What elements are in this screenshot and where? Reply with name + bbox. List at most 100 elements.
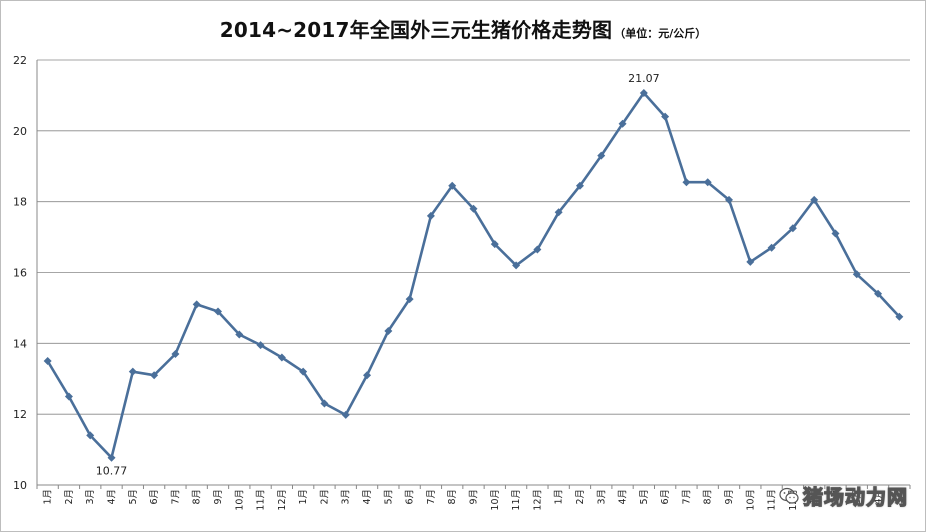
series-layer <box>43 88 904 462</box>
x-tick-label: 8月 <box>703 489 714 505</box>
data-point <box>703 178 712 187</box>
data-point <box>256 341 265 350</box>
x-tick-label: 9月 <box>724 489 735 505</box>
x-tick-label: 3月 <box>85 489 96 505</box>
y-tick-label: 12 <box>13 408 27 421</box>
data-point <box>299 367 308 376</box>
x-tick-label: 8月 <box>447 489 458 505</box>
data-point <box>618 119 627 128</box>
x-tick-label: 6月 <box>149 489 160 505</box>
data-point <box>107 453 116 462</box>
x-tick-label: 3月 <box>852 489 863 505</box>
data-point <box>639 88 648 97</box>
x-tick-label: 4月 <box>362 489 373 505</box>
data-point <box>554 208 563 217</box>
data-point <box>341 410 350 419</box>
y-tick-label: 16 <box>13 267 27 280</box>
data-point <box>895 312 904 321</box>
x-tick-label: 2月 <box>319 489 330 505</box>
y-tick-label: 10 <box>13 479 27 492</box>
x-tick-label: 9月 <box>213 489 224 505</box>
chart-title-main: 2014~2017年全国外三元生猪价格走势图 <box>219 18 613 42</box>
data-point <box>490 240 499 249</box>
data-point <box>86 431 95 440</box>
wechat-icon <box>779 487 799 504</box>
data-point <box>235 330 244 339</box>
x-tick-label: 7月 <box>681 489 692 505</box>
chart-title: 2014~2017年全国外三元生猪价格走势图 （单位：元/公斤） <box>0 14 926 43</box>
x-tick-label: 10月 <box>490 489 501 511</box>
data-point <box>831 229 840 238</box>
data-point <box>575 181 584 190</box>
data-point <box>384 326 393 335</box>
x-tick-label: 10月 <box>745 489 756 511</box>
x-tick-label: 4月 <box>873 489 884 505</box>
x-tick-label: 1月 <box>298 489 309 505</box>
data-point <box>128 367 137 376</box>
data-point <box>469 204 478 213</box>
y-tick-label: 14 <box>13 337 27 350</box>
x-tick-label: 3月 <box>341 489 352 505</box>
data-point <box>426 211 435 220</box>
data-point <box>64 392 73 401</box>
data-point <box>661 112 670 121</box>
x-tick-label: 4月 <box>618 489 629 505</box>
data-point <box>597 151 606 160</box>
data-point <box>852 270 861 279</box>
data-point <box>746 257 755 266</box>
data-point <box>810 195 819 204</box>
watermark: 猪场动力网 <box>779 481 908 510</box>
x-tick-label: 3月 <box>596 489 607 505</box>
x-tick-label: 7月 <box>170 489 181 505</box>
data-point <box>788 224 797 233</box>
data-point <box>405 295 414 304</box>
series-line <box>46 91 901 460</box>
data-point <box>320 399 329 408</box>
x-tick-label: 11月 <box>511 489 522 511</box>
x-tick-label: 5月 <box>383 489 394 505</box>
x-tick-label: 1月 <box>809 489 820 505</box>
data-point <box>43 357 52 366</box>
data-point <box>277 353 286 362</box>
watermark-text: 猪场动力网 <box>802 484 908 509</box>
data-point <box>725 195 734 204</box>
x-tick-label: 8月 <box>192 489 203 505</box>
x-tick-label: 2月 <box>64 489 75 505</box>
data-point <box>150 371 159 380</box>
x-tick-label: 2月 <box>575 489 586 505</box>
y-tick-label: 20 <box>13 125 27 138</box>
x-tick-label: 1月 <box>43 489 54 505</box>
data-point <box>448 181 457 190</box>
x-tick-label: 7月 <box>426 489 437 505</box>
x-tick-label: 5月 <box>128 489 139 505</box>
data-point <box>533 245 542 254</box>
data-point <box>767 243 776 252</box>
label-layer: 10.77 21.07 <box>96 72 660 478</box>
data-label: 10.77 <box>96 465 128 478</box>
data-point <box>682 178 691 187</box>
x-tick-label: 5月 <box>894 489 905 505</box>
y-tick-label: 22 <box>13 54 27 67</box>
x-tick-label: 10月 <box>234 489 245 511</box>
axis-layer: 10 12 14 16 18 20 22 1月 2月 3月 4月 5月 6月 7月 8月 9月 10月 11月 12… <box>13 54 911 511</box>
data-label: 21.07 <box>628 72 660 85</box>
x-tick-label: 1月 <box>554 489 565 505</box>
x-tick-label: 6月 <box>660 489 671 505</box>
data-point <box>512 261 521 270</box>
y-tick-label: 18 <box>13 196 27 209</box>
data-point <box>874 289 883 298</box>
chart-title-unit: （单位：元/公斤） <box>614 27 707 40</box>
x-tick-label: 12月 <box>532 489 543 511</box>
grid-layer <box>37 59 910 486</box>
data-point <box>363 371 372 380</box>
x-tick-label: 4月 <box>107 489 118 505</box>
data-point <box>192 300 201 309</box>
x-tick-label: 11月 <box>767 489 778 511</box>
data-point <box>213 307 222 316</box>
x-tick-label: 6月 <box>405 489 416 505</box>
x-tick-label: 12月 <box>277 489 288 511</box>
x-tick-label: 9月 <box>469 489 480 505</box>
x-tick-label: 5月 <box>639 489 650 505</box>
x-tick-label: 11月 <box>256 489 267 511</box>
